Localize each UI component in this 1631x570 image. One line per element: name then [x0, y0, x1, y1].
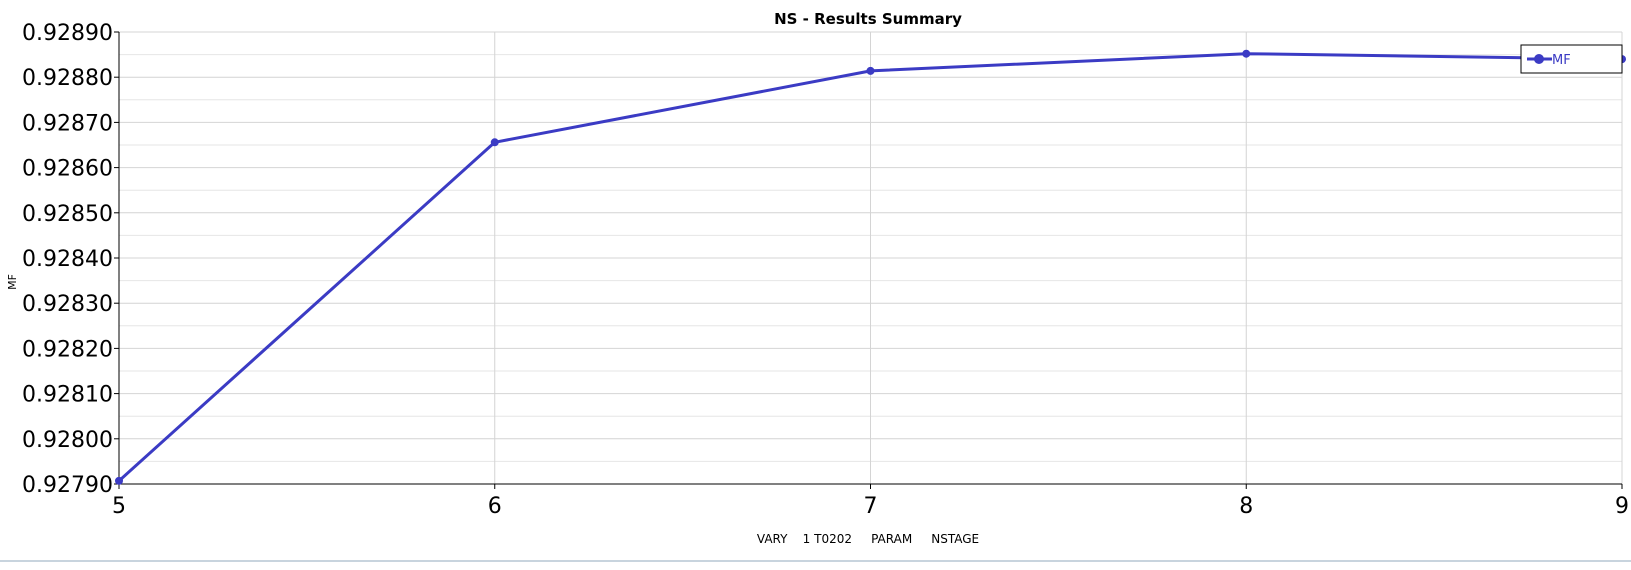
y-tick-label: 0.92850: [22, 202, 113, 227]
data-point: [1242, 49, 1251, 58]
y-tick-label: 0.92800: [22, 428, 113, 453]
x-tick-label: 7: [864, 494, 878, 519]
y-tick-label: 0.92840: [22, 247, 113, 272]
chart-title: NS - Results Summary: [774, 10, 962, 28]
axes: 0.92790 0.92800 0.92810 0.92820 0.92830 0.928…: [22, 21, 1629, 519]
y-tick-label: 0.92810: [22, 383, 113, 408]
x-tick-label: 5: [112, 494, 126, 519]
y-tick-label: 0.92790: [22, 473, 113, 498]
legend-label: MF: [1552, 53, 1571, 68]
window-bottom-border: [0, 560, 1631, 562]
data-point: [115, 476, 123, 485]
series-layer: [115, 49, 1626, 485]
y-axis-label: MF: [6, 274, 19, 290]
data-point: [490, 138, 499, 147]
y-tick-label: 0.92830: [22, 292, 113, 317]
y-tick-label: 0.92880: [22, 66, 113, 91]
x-tick-label: 9: [1615, 494, 1629, 519]
y-tick-label: 0.92820: [22, 337, 113, 362]
x-tick-label: 6: [488, 494, 502, 519]
y-tick-label: 0.92860: [22, 157, 113, 182]
x-tick-label: 8: [1239, 494, 1253, 519]
y-tick-label: 0.92870: [22, 111, 113, 136]
data-point: [866, 66, 875, 75]
x-axis-label: VARY 1 T0202 PARAM NSTAGE: [757, 532, 979, 546]
grid: [119, 31, 1623, 484]
legend[interactable]: MF: [1520, 44, 1623, 74]
legend-swatch-marker: [1534, 54, 1544, 64]
y-tick-label: 0.92890: [22, 21, 113, 46]
